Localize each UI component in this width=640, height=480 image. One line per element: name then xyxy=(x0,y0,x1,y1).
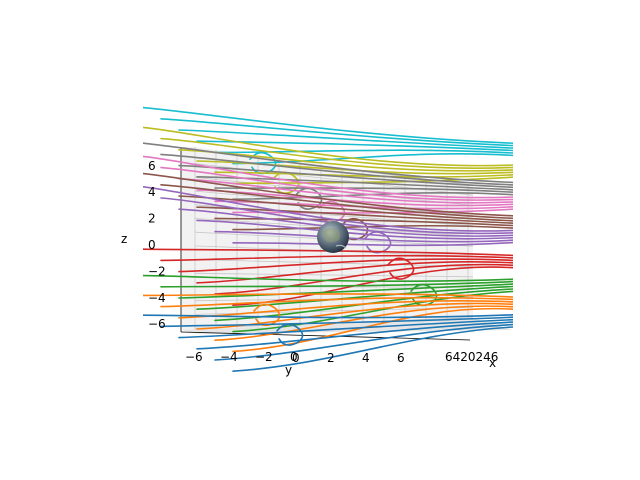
flow-line xyxy=(143,186,513,232)
flow-line xyxy=(214,305,513,341)
grid-line xyxy=(194,272,474,278)
flow-line xyxy=(143,126,513,167)
flow-swirl xyxy=(295,187,323,210)
flow-line xyxy=(196,176,513,191)
flow-swirl xyxy=(387,257,415,280)
flow-line xyxy=(214,323,513,361)
flow-line xyxy=(178,178,513,204)
flow-line xyxy=(160,184,513,220)
flow-line xyxy=(160,254,513,262)
flow-line xyxy=(232,290,513,333)
flow-line xyxy=(178,318,513,339)
tick-labels: 6420−2−4−6−6 −4 −2 00 2 4 6 xyxy=(148,159,405,365)
flow-line xyxy=(160,118,513,147)
y-axis-label: y xyxy=(285,363,292,377)
flow-line xyxy=(196,302,513,330)
y-tick-label: −2 xyxy=(255,350,273,364)
flow-line xyxy=(160,166,513,201)
flow-line xyxy=(232,241,513,247)
x-tick-label: 4 xyxy=(362,351,370,365)
y-tick-label: 0 xyxy=(290,350,298,364)
z-tick-label: −2 xyxy=(148,264,166,278)
flow-line xyxy=(143,314,513,319)
earth-sphere xyxy=(317,221,349,253)
z-tick-label: 4 xyxy=(148,185,156,199)
flow-line xyxy=(232,326,513,372)
flow-line xyxy=(143,274,513,283)
flow-line xyxy=(160,137,513,169)
x-axis-label: x xyxy=(489,356,496,370)
flow-line xyxy=(160,280,513,288)
flow-line xyxy=(178,258,513,273)
flow-line xyxy=(196,206,513,224)
flow-line xyxy=(196,261,513,284)
x-tick-label: 2 xyxy=(327,351,335,365)
flow-line xyxy=(143,142,513,184)
flow-line xyxy=(196,160,513,175)
y-tick-label: −4 xyxy=(220,350,238,364)
z-tick-label: −6 xyxy=(148,317,166,331)
flow-line xyxy=(143,155,513,199)
y-tick-label: −6 xyxy=(185,350,203,364)
flow-line xyxy=(196,140,513,152)
flow-line xyxy=(160,153,513,186)
flow-line xyxy=(232,153,513,165)
flow-line xyxy=(214,263,513,295)
z-tick-label: 6 xyxy=(148,159,156,173)
flow-line xyxy=(160,316,513,328)
z-tick-label: 2 xyxy=(148,212,156,226)
flow-line xyxy=(143,172,513,217)
flow-line xyxy=(143,248,513,257)
flow-line xyxy=(178,129,513,149)
z-axis-label: z xyxy=(121,232,127,246)
flow-line xyxy=(196,321,513,350)
flow-line xyxy=(143,106,513,144)
x-axis-overlap-ticks: 6420246 xyxy=(445,350,498,364)
flow-line xyxy=(178,283,513,299)
z-tick-label: −4 xyxy=(148,291,166,305)
flow-line xyxy=(232,307,513,353)
flow-swirl xyxy=(276,323,304,346)
x-tick-label: 6 xyxy=(397,351,405,365)
flow-line xyxy=(214,171,513,178)
flow-line xyxy=(232,208,513,214)
flow-line xyxy=(214,149,513,154)
flow-line xyxy=(232,176,513,185)
floor-pane xyxy=(181,318,513,334)
z-tick-label: 0 xyxy=(148,238,156,252)
flow-line xyxy=(160,197,513,235)
flow-line xyxy=(214,230,513,243)
flow-line xyxy=(160,296,513,308)
x-tick-label: 0 xyxy=(292,351,300,365)
flow-line xyxy=(232,224,513,231)
flow-lines xyxy=(143,106,513,372)
flow-line xyxy=(214,217,513,227)
flow-line xyxy=(143,293,513,298)
